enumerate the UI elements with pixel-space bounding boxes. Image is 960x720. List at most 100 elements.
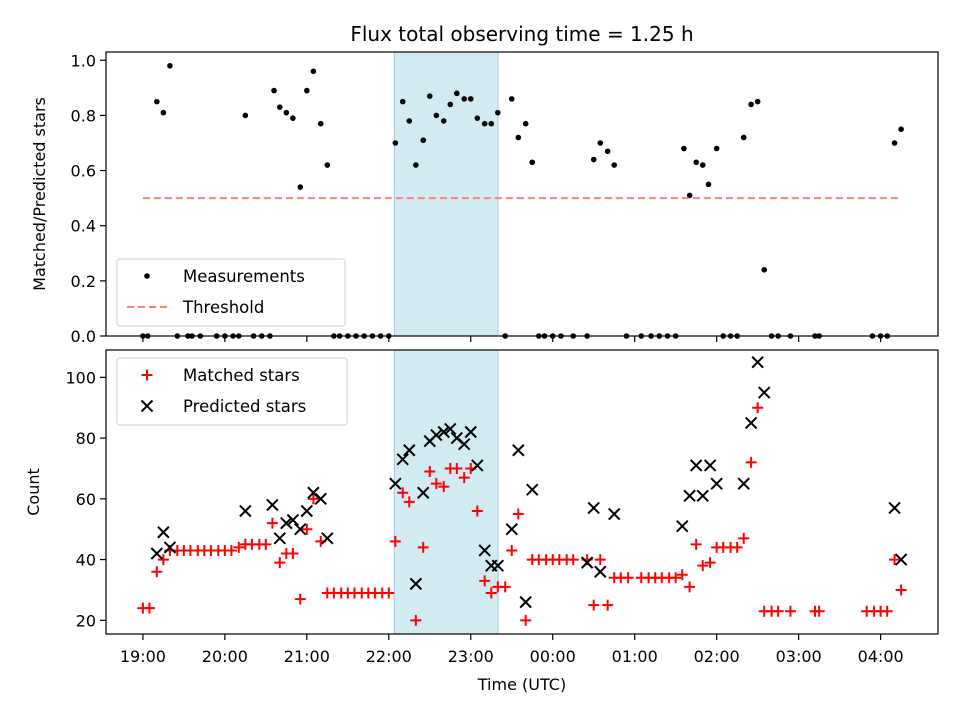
measurement-point <box>461 96 468 102</box>
measurement-point <box>406 118 413 124</box>
matched-star-point <box>458 472 470 484</box>
measurement-point <box>604 148 611 155</box>
highlight-span <box>393 349 499 635</box>
predicted-star-point <box>266 498 279 512</box>
y-tick-label: 0.4 <box>71 217 96 236</box>
legend: Measurements Threshold <box>116 258 346 327</box>
predicted-star-point <box>150 547 164 560</box>
measurement-point <box>447 101 454 108</box>
matched-star-point <box>622 572 634 584</box>
measurement-point <box>324 162 331 168</box>
matched-star-point <box>676 569 688 581</box>
matched-star-point <box>233 541 245 553</box>
measurement-point <box>686 192 693 199</box>
legend-entry: Threshold <box>182 298 264 317</box>
matched-star-point <box>479 575 491 587</box>
measurement-point <box>467 96 474 102</box>
predicted-star-point <box>894 553 908 566</box>
measurement-point <box>761 267 768 273</box>
matched-star-point <box>745 456 757 468</box>
measurement-point <box>160 109 167 116</box>
measurement-point <box>283 109 290 116</box>
matched-star-point <box>670 572 682 584</box>
matched-star-point <box>451 462 463 474</box>
measurement-point <box>495 109 501 116</box>
measurement-point <box>454 90 460 97</box>
measurement-point <box>317 120 324 127</box>
panel-2: 20 40 60 80 100 19:00 20:00 21:00 22:00 23:00 00:0… <box>24 349 939 666</box>
plot-frame <box>105 51 939 337</box>
predicted-star-point <box>758 386 771 399</box>
x-axis-label: Time (UTC) <box>477 675 566 694</box>
predicted-star-point <box>286 513 300 527</box>
predicted-star-point <box>458 437 471 451</box>
measurement-point <box>611 162 618 168</box>
matched-star-point <box>430 478 442 490</box>
matched-star-point <box>752 402 764 414</box>
highlight-span <box>393 51 499 337</box>
legend-entry: Matched stars <box>183 366 300 385</box>
measurement-point <box>399 98 406 105</box>
predicted-star-point <box>314 492 327 506</box>
matched-star-point <box>881 605 893 617</box>
predicted-star-point <box>478 544 491 557</box>
matched-star-point <box>417 541 429 553</box>
predicted-star-point <box>744 416 758 430</box>
y-tick-label: 0.0 <box>71 327 96 346</box>
legend-entry: Measurements <box>183 267 305 286</box>
predicted-star-point <box>403 444 416 457</box>
predicted-star-point <box>300 504 314 518</box>
predicted-star-point <box>519 595 532 609</box>
measurement-point <box>693 159 699 166</box>
measurement-point <box>242 112 249 119</box>
predicted-star-point <box>444 422 457 436</box>
predicted-star-point <box>710 477 723 490</box>
measurement-point <box>522 120 529 127</box>
x-tick-label: 23:00 <box>448 647 494 666</box>
measurement-point <box>754 98 761 105</box>
legend-measurement-swatch <box>144 273 150 279</box>
measurement-point <box>699 162 706 168</box>
measurement-point <box>276 104 283 110</box>
legend: Matched stars Predicted stars <box>116 357 348 426</box>
y-tick-label: 0.8 <box>71 106 96 125</box>
predicted-star-point <box>437 425 450 439</box>
measurement-point <box>310 68 317 75</box>
measurement-point <box>508 96 515 102</box>
measurement-point <box>426 93 433 99</box>
matched-star-point <box>684 581 696 593</box>
panel-1: 0.0 0.2 0.4 0.6 0.8 1.0 Matched/Predicted star… <box>30 51 939 346</box>
matched-star-point <box>588 599 600 611</box>
predicted-star-point <box>580 556 594 569</box>
legend-box <box>116 258 346 327</box>
matched-star-point <box>438 481 450 493</box>
matched-star-point <box>225 544 237 556</box>
matched-star-point <box>506 544 518 556</box>
predicted-star-point <box>321 532 334 545</box>
legend-matched-swatch <box>141 369 153 381</box>
predicted-star-point <box>587 501 600 515</box>
predicted-star-point <box>737 477 750 490</box>
measurement-point <box>271 87 277 94</box>
matched-star-point <box>602 599 614 611</box>
legend-box <box>116 357 348 426</box>
chart-title: Flux total observing time = 1.25 h <box>350 22 693 46</box>
x-tick-label: 21:00 <box>284 647 330 666</box>
matched-star-point <box>594 554 606 566</box>
legend-predicted-swatch <box>140 399 154 413</box>
matched-star-point <box>274 557 286 569</box>
predicted-star-point <box>608 507 621 521</box>
y-axis-label: Matched/Predicted stars <box>30 97 49 291</box>
matched-star-point <box>143 602 155 614</box>
predicted-star-point <box>683 489 696 503</box>
predicted-star-point <box>294 523 307 536</box>
y-tick-label: 80 <box>76 429 96 448</box>
measurement-point <box>740 134 747 141</box>
predicted-star-point <box>464 425 477 439</box>
predicted-star-point <box>491 559 505 572</box>
measurement-point <box>474 115 481 121</box>
predicted-star-point <box>751 355 764 369</box>
measurement-point <box>597 140 604 146</box>
matched-star-point <box>813 605 825 617</box>
x-tick-label: 01:00 <box>612 647 658 666</box>
